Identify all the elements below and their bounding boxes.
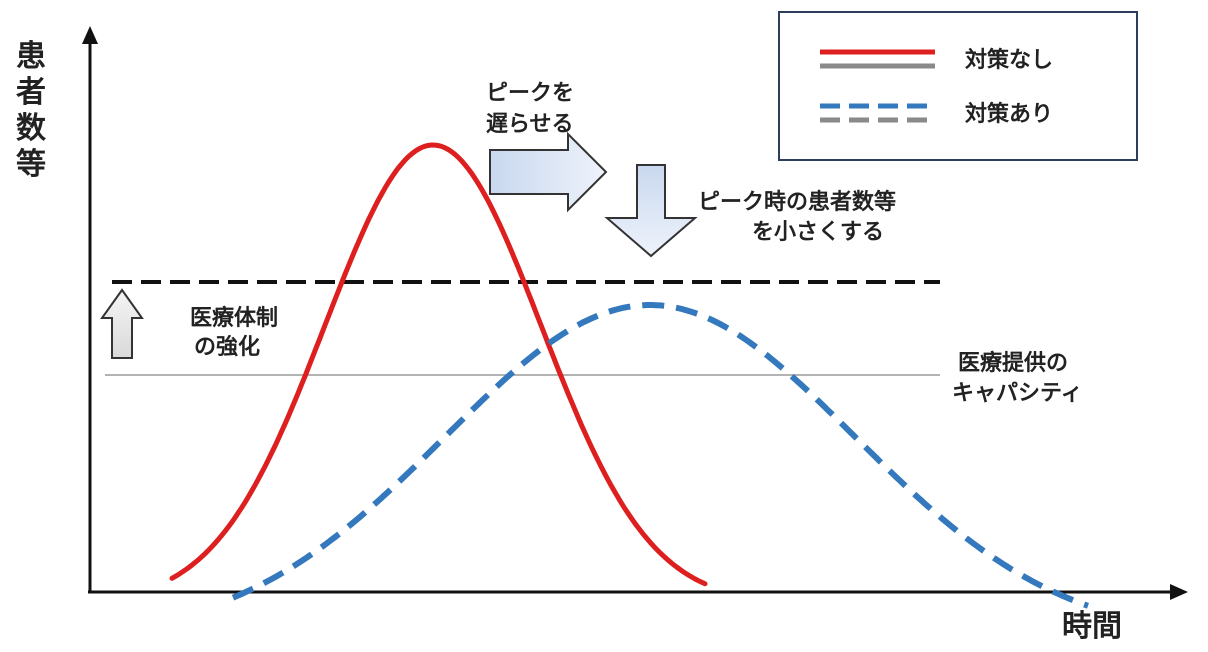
legend: 対策なし 対策あり <box>778 11 1138 161</box>
x-axis <box>88 584 1188 600</box>
up-arrow-icon <box>100 288 144 359</box>
y-axis <box>82 26 98 592</box>
y-axis-label-char-4: 等 <box>16 147 46 182</box>
down-arrow-icon <box>604 164 698 258</box>
y-axis-label-char-3: 数 <box>16 111 47 146</box>
strengthen-label-line-1: 医療体制 <box>190 305 278 331</box>
capacity-label-line-1: 医療提供の <box>958 350 1068 376</box>
y-axis-arrowhead-icon <box>82 26 98 44</box>
right-arrow-icon <box>489 131 608 213</box>
capacity-label-line-2: キャパシティ <box>952 381 1083 406</box>
reduce-peak-label-line-1: ピーク時の患者数等 <box>698 189 896 215</box>
legend-label-no-measures: 対策なし <box>965 47 1053 73</box>
strengthen-label-line-2: の強化 <box>194 334 260 360</box>
x-axis-arrowhead-icon <box>1170 584 1188 600</box>
curve-no-measures <box>169 142 708 587</box>
legend-box <box>778 11 1138 161</box>
curve-with-measures <box>231 302 1089 609</box>
x-axis-label: 時間 <box>1062 609 1122 644</box>
delay-peak-label-line-1: ピークを <box>486 81 574 106</box>
legend-label-with-measures: 対策あり <box>965 101 1053 127</box>
delay-peak-label-line-2: 遅らせる <box>486 112 574 137</box>
reduce-peak-label-line-2: を小さくする <box>752 220 884 245</box>
y-axis-label-char-2: 者 <box>16 75 46 110</box>
y-axis-label-char-1: 患 <box>16 39 46 74</box>
